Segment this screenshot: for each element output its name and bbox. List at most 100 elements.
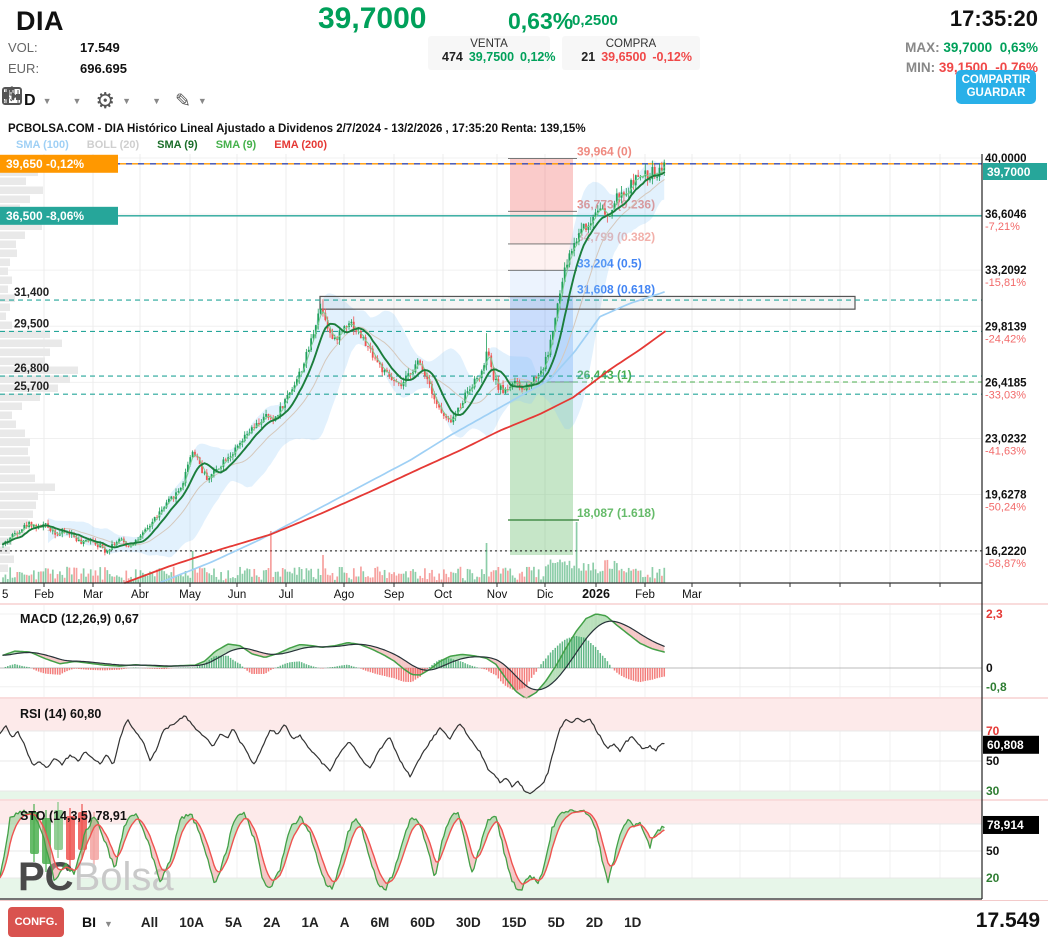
range-2d[interactable]: 2D [585,914,604,930]
x-axis-label: Mar [83,589,103,601]
svg-text:50: 50 [986,844,1000,858]
range-1d[interactable]: 1D [624,914,642,930]
settings-dropdown[interactable]: ⚙ ▼ [95,88,131,114]
bid-box: VENTA 474 39,7500 0,12% [428,36,556,70]
chevron-down-icon: ▼ [72,96,82,106]
timeframe-dropdown[interactable]: D ▼ [24,92,51,110]
fib-label: 26,443 (1) [577,368,632,382]
interval-dropdown[interactable]: BI ▼ [82,914,113,930]
svg-text:-24,42%: -24,42% [985,333,1026,345]
svg-text:36,6046: 36,6046 [985,209,1027,221]
price-panel: 39,964 (0)36,773 (0.236)34,799 (0.382)33… [0,145,982,605]
range-6m[interactable]: 6M [370,914,390,930]
left-price-labels: 39,650 -0,12% 36,500 -8,06% 31,400 29,500 26… [0,154,118,393]
svg-text:-7,21%: -7,21% [985,221,1020,233]
gear-icon: ⚙ [95,88,116,113]
last-price: 39,7000 [318,2,427,35]
x-axis-label: Feb [34,589,54,601]
chevron-down-icon: ▼ [42,96,52,106]
chevron-down-icon: ▼ [197,96,207,106]
macd-panel: MACD (12,26,9) 0,67 2,3 0 -0,8 [0,603,1048,699]
sma100-line [159,291,665,584]
fib-label: 39,964 (0) [577,145,632,159]
right-axis: 40,0000 36,6046-7,21% 33,2092-15,81% 29,813… [981,153,1047,899]
chart-type-dropdown[interactable]: ▼ [4,86,82,106]
volume-row: VOL: 17.549 [8,40,120,55]
svg-text:19,6278: 19,6278 [985,490,1027,502]
range-a[interactable]: A [339,914,350,930]
svg-text:-33,03%: -33,03% [985,389,1026,401]
x-axis-label: Feb [635,589,655,601]
chevron-down-icon: ▼ [152,96,161,106]
svg-text:40,0000: 40,0000 [985,153,1027,165]
bid-label: VENTA [470,38,508,50]
svg-text:33,2092: 33,2092 [985,265,1027,277]
range-10a[interactable]: 10A [179,914,204,930]
rsi-panel: RSI (14) 60,80 70 50 30 60,808 [0,697,1048,799]
svg-text:60,808: 60,808 [987,738,1024,752]
macd-label: MACD (12,26,9) 0,67 [20,612,139,626]
range-15d[interactable]: 15D [501,914,527,930]
ask-pct: -0,12% [652,50,692,64]
max-value: 39,7000 [943,40,993,55]
fibonacci-retracement: 39,964 (0)36,773 (0.236)34,799 (0.382)33… [508,145,982,555]
chart-canvas[interactable]: 39,964 (0)36,773 (0.236)34,799 (0.382)33… [0,118,1048,900]
clock: 17:35:20 [949,6,1038,31]
rsi-value-badge [983,735,1039,754]
range-60d[interactable]: 60D [410,914,436,930]
candlestick-icon [4,86,20,104]
svg-text:+: + [8,85,14,96]
fib-label: 31,608 (0.618) [577,283,655,297]
sto-d-line [0,810,665,885]
turnover-row: EUR: 696.695 [8,61,127,76]
svg-text:PCBolsa: PCBolsa [18,855,174,899]
resistance-box [319,295,856,310]
x-axis-label: 2026 [582,587,610,601]
svg-text:25,700: 25,700 [14,381,49,393]
x-axis-label: Sep [384,589,404,601]
max-pct: 0,63% [999,40,1038,55]
svg-text:0: 0 [986,661,993,675]
turnover-value: 696.695 [80,61,127,76]
x-axis-label: Jul [279,589,294,601]
ask-qty: 21 [581,50,596,64]
range-all[interactable]: All [140,914,159,930]
x-axis-label: Oct [434,589,453,601]
macd-signal-line [2,620,665,691]
svg-text:23,0232: 23,0232 [985,433,1027,445]
range-1a[interactable]: 1A [301,914,319,930]
share-save-button[interactable]: COMPARTIR GUARDAR [956,70,1036,104]
rsi-label: RSI (14) 60,80 [20,707,101,721]
range-30d[interactable]: 30D [456,914,481,930]
change-percent: 0,63% [508,8,574,34]
x-axis-label: 5 [2,589,8,601]
range-5a[interactable]: 5A [224,914,243,930]
x-axis-label: May [179,589,201,601]
config-button[interactable]: CONFG. [8,907,64,937]
svg-text:-50,24%: -50,24% [985,502,1026,514]
legend-item-2: SMA (9) [157,139,198,151]
svg-text:26,800: 26,800 [14,363,49,375]
svg-text:29,8139: 29,8139 [985,321,1027,333]
legend-item-1: BOLL (20) [86,139,140,151]
chart-toolbar: D ▼ ▼ ⚙ ▼ + ▼ ✎ ▼ COMPARTIR GUARDAR [0,70,1048,118]
ema200-line [124,330,666,584]
svg-text:16,2220: 16,2220 [985,546,1027,558]
svg-text:31,400: 31,400 [14,287,49,299]
volume-value: 17.549 [80,40,120,55]
range-2a[interactable]: 2A [263,914,281,930]
range-5d[interactable]: 5D [547,914,565,930]
svg-text:-58,87%: -58,87% [985,558,1026,570]
draw-tools-dropdown[interactable]: ✎ ▼ [175,90,207,113]
ask-price: 39,6500 [601,50,647,64]
legend-item-0: SMA (100) [16,139,69,151]
add-indicator-icon: + [2,85,22,103]
ask-box: COMPRA 21 39,6500 -0,12% [562,36,700,70]
ask-label: COMPRA [605,38,657,50]
symbol-title: DIA [16,6,64,36]
svg-text:26,4185: 26,4185 [985,377,1027,389]
fib-label: 18,087 (1.618) [577,506,655,520]
add-indicator-dropdown[interactable]: + ▼ [2,85,161,106]
max-row: MAX: 39,7000 0,63% [905,40,1038,55]
chart-area[interactable]: 39,964 (0)36,773 (0.236)34,799 (0.382)33… [0,118,1048,900]
